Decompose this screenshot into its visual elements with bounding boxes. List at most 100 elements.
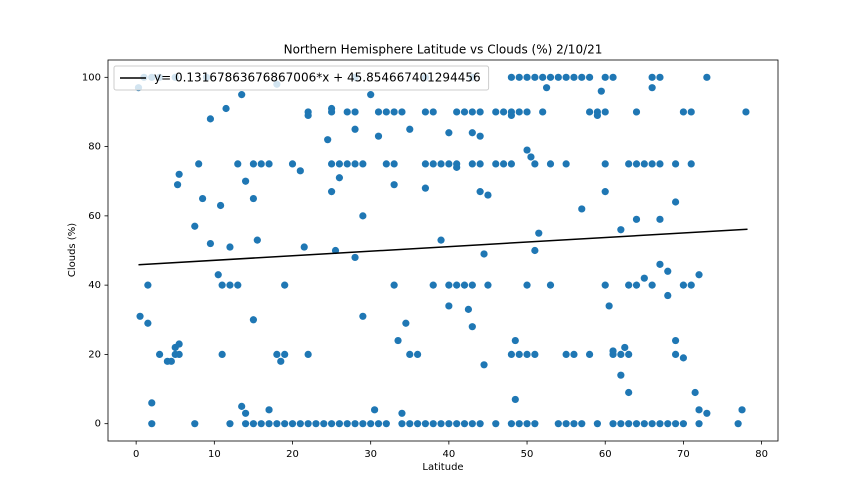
point bbox=[437, 236, 445, 244]
regression-line bbox=[138, 228, 748, 266]
point bbox=[671, 160, 680, 168]
point bbox=[148, 399, 156, 407]
point bbox=[554, 73, 562, 81]
point bbox=[542, 84, 551, 92]
point bbox=[671, 350, 680, 359]
x-tick-label: 20 bbox=[286, 449, 299, 460]
point bbox=[374, 132, 383, 140]
point bbox=[570, 73, 578, 81]
x-tick-label: 10 bbox=[208, 449, 221, 460]
point bbox=[578, 73, 586, 81]
point bbox=[281, 420, 289, 428]
point bbox=[585, 350, 594, 359]
point bbox=[398, 409, 406, 417]
point bbox=[523, 350, 531, 359]
point bbox=[413, 420, 422, 428]
point bbox=[273, 350, 281, 359]
point bbox=[601, 73, 609, 81]
point bbox=[523, 281, 531, 289]
point bbox=[648, 420, 656, 428]
point bbox=[327, 420, 336, 428]
point bbox=[206, 239, 215, 248]
point bbox=[601, 188, 609, 196]
x-tick-label: 0 bbox=[133, 449, 139, 460]
point bbox=[523, 73, 531, 81]
point bbox=[253, 236, 261, 244]
point bbox=[515, 73, 523, 81]
point bbox=[453, 281, 461, 289]
point bbox=[234, 160, 242, 168]
point bbox=[640, 274, 648, 282]
point bbox=[155, 350, 164, 359]
point bbox=[351, 108, 359, 116]
point bbox=[304, 420, 312, 428]
point bbox=[609, 420, 617, 428]
point bbox=[191, 420, 199, 428]
point bbox=[406, 350, 414, 359]
point bbox=[148, 420, 156, 428]
point bbox=[535, 229, 543, 237]
point bbox=[679, 108, 688, 116]
point bbox=[453, 163, 461, 171]
y-tick-label: 20 bbox=[88, 349, 101, 360]
point bbox=[351, 253, 359, 262]
point bbox=[351, 125, 359, 133]
point bbox=[370, 406, 379, 414]
point bbox=[554, 420, 562, 428]
point bbox=[191, 222, 199, 230]
point bbox=[402, 319, 410, 327]
point bbox=[507, 111, 516, 120]
point bbox=[406, 125, 414, 133]
point bbox=[445, 281, 453, 289]
point bbox=[429, 160, 437, 168]
x-axis-label: Latitude bbox=[422, 462, 463, 473]
point bbox=[492, 108, 500, 116]
point bbox=[695, 420, 703, 428]
point bbox=[175, 340, 183, 348]
point bbox=[241, 177, 250, 185]
point bbox=[175, 170, 183, 178]
point bbox=[679, 420, 688, 428]
point bbox=[312, 420, 320, 428]
point bbox=[632, 420, 641, 428]
point bbox=[238, 91, 246, 99]
point bbox=[605, 302, 613, 310]
point bbox=[687, 160, 695, 168]
point bbox=[195, 160, 203, 168]
point bbox=[523, 420, 531, 428]
point bbox=[476, 132, 484, 140]
point bbox=[664, 291, 672, 300]
point bbox=[640, 420, 648, 428]
point bbox=[601, 108, 609, 116]
point bbox=[277, 357, 285, 365]
point bbox=[632, 281, 641, 289]
point bbox=[343, 420, 351, 428]
point bbox=[523, 108, 531, 116]
point bbox=[226, 243, 234, 251]
point bbox=[468, 281, 476, 289]
point bbox=[226, 420, 234, 428]
point bbox=[476, 108, 484, 116]
point bbox=[468, 108, 476, 116]
point bbox=[570, 420, 578, 428]
point bbox=[703, 409, 711, 417]
point bbox=[304, 111, 312, 120]
point bbox=[585, 108, 594, 116]
point bbox=[437, 160, 445, 168]
point bbox=[445, 129, 453, 137]
point bbox=[359, 420, 367, 428]
point bbox=[539, 73, 547, 81]
point bbox=[249, 194, 258, 203]
point bbox=[617, 371, 625, 379]
point bbox=[175, 350, 183, 359]
point bbox=[527, 153, 535, 161]
point bbox=[249, 420, 258, 428]
point bbox=[468, 323, 476, 331]
point bbox=[460, 420, 469, 428]
point bbox=[390, 181, 398, 189]
point bbox=[398, 420, 406, 428]
point bbox=[359, 312, 367, 320]
point bbox=[351, 420, 359, 428]
point bbox=[484, 191, 492, 199]
